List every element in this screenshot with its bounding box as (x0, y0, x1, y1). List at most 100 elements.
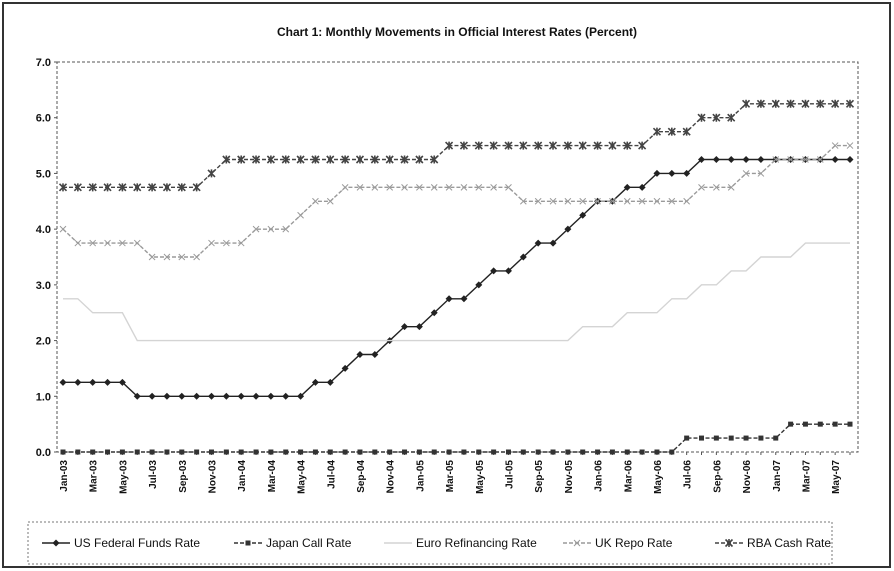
marker (430, 309, 438, 317)
legend-label: Japan Call Rate (266, 536, 352, 550)
marker (712, 156, 720, 163)
marker (238, 449, 244, 455)
marker (534, 239, 542, 247)
marker (682, 127, 691, 136)
marker (573, 539, 581, 547)
marker (445, 184, 453, 191)
marker (162, 183, 172, 192)
marker (208, 449, 214, 455)
marker (475, 281, 483, 289)
marker (727, 156, 735, 163)
legend-label: RBA Cash Rate (747, 536, 831, 550)
marker (341, 155, 350, 164)
marker (104, 239, 111, 247)
marker (222, 155, 231, 164)
marker (149, 449, 155, 455)
marker (74, 239, 82, 247)
marker (252, 225, 260, 233)
x-tick-label: May-04 (297, 460, 308, 494)
marker (58, 183, 68, 192)
marker (73, 183, 82, 192)
marker (282, 392, 290, 400)
legend-box (27, 521, 833, 565)
marker (281, 155, 290, 164)
marker (724, 538, 734, 548)
marker (207, 169, 216, 178)
marker (356, 351, 364, 358)
x-tick-label: Nov-04 (386, 460, 397, 494)
marker (253, 449, 259, 455)
marker (148, 392, 156, 400)
x-tick-label: Mar-07 (801, 460, 812, 493)
marker (431, 449, 437, 455)
marker (683, 197, 691, 205)
marker (430, 155, 439, 164)
marker (387, 449, 393, 455)
marker (490, 184, 497, 191)
marker (342, 449, 348, 455)
marker (773, 435, 779, 441)
marker (743, 435, 749, 441)
marker (118, 183, 127, 192)
marker (402, 449, 408, 455)
marker (119, 449, 125, 455)
x-tick-label: Sep-03 (178, 460, 189, 493)
legend-label: Euro Refinancing Rate (416, 536, 537, 550)
marker (728, 435, 734, 441)
x-tick-label: Jan-07 (772, 460, 783, 492)
marker (594, 197, 601, 205)
marker (237, 155, 246, 164)
marker (788, 421, 794, 427)
marker (580, 449, 586, 455)
marker (504, 141, 513, 150)
x-tick-label: Mar-05 (445, 460, 456, 493)
marker (772, 156, 780, 163)
series-line (63, 242, 850, 342)
marker (134, 449, 140, 455)
marker (103, 183, 112, 192)
marker (194, 449, 200, 455)
marker (579, 211, 587, 219)
marker (475, 184, 483, 191)
x-tick-label: Sep-04 (356, 460, 367, 493)
x-tick-label: May-07 (831, 460, 842, 494)
legend-label: UK Repo Rate (595, 536, 673, 550)
x-tick-label: Jan-03 (59, 460, 70, 492)
marker (845, 99, 855, 108)
marker (742, 170, 750, 177)
marker (847, 421, 853, 427)
marker (148, 253, 156, 261)
marker (245, 540, 251, 546)
marker (787, 156, 794, 163)
marker (609, 449, 615, 455)
marker (757, 170, 765, 177)
marker (267, 225, 275, 233)
marker (193, 392, 201, 400)
marker (385, 155, 394, 164)
marker (565, 449, 571, 455)
marker (593, 141, 602, 150)
marker (802, 421, 808, 427)
marker (178, 392, 186, 400)
marker (668, 169, 676, 177)
marker (520, 449, 526, 455)
marker (653, 169, 661, 177)
marker (474, 141, 483, 150)
marker (104, 378, 112, 386)
marker (327, 449, 333, 455)
marker (326, 197, 334, 205)
x-tick-label: Nov-05 (564, 460, 575, 494)
marker (401, 323, 409, 331)
marker (177, 183, 186, 192)
marker (341, 364, 349, 372)
marker (684, 435, 690, 441)
x-tick-label: Mar-04 (267, 460, 278, 493)
marker (207, 392, 215, 400)
marker (297, 211, 304, 219)
marker (371, 184, 379, 191)
marker (608, 141, 617, 150)
marker (846, 142, 854, 149)
marker (505, 449, 511, 455)
